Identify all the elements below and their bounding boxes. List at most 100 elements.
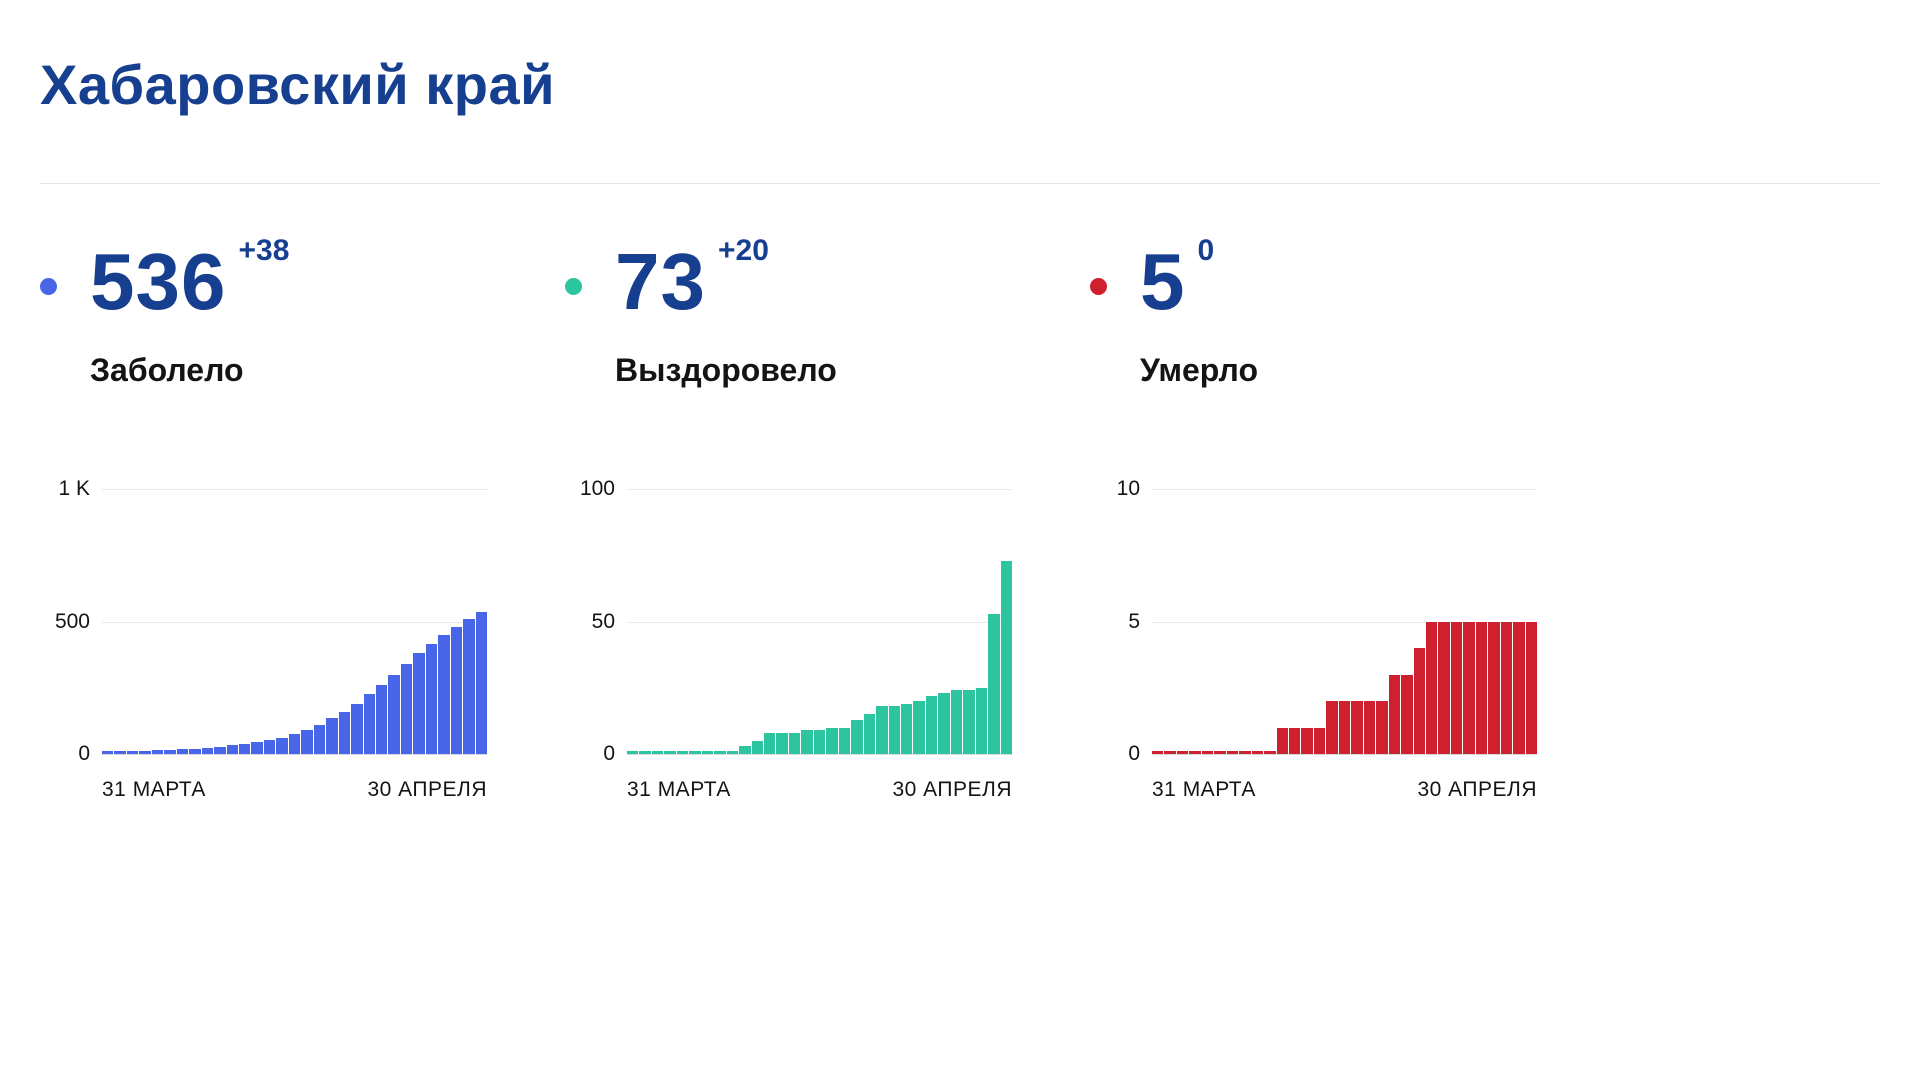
bar [226, 745, 238, 754]
stat-value-row: 73 +20 [615, 234, 837, 326]
gridline [102, 489, 487, 490]
bar [788, 732, 801, 754]
plot-area [102, 489, 488, 755]
bar [888, 706, 900, 754]
gridline [1152, 489, 1537, 490]
infected-delta: +38 [238, 234, 290, 267]
plot-area [1152, 489, 1538, 755]
gridline [627, 621, 1012, 623]
bar [1201, 751, 1214, 754]
bar [263, 740, 276, 754]
bar [1152, 751, 1164, 754]
bar [363, 694, 375, 754]
infected-dot-icon [40, 278, 57, 295]
y-tick-mid: 50 [591, 609, 615, 633]
bar [1500, 621, 1513, 754]
bar [1513, 621, 1525, 754]
bar [1214, 751, 1226, 754]
stats-row: 536 +38 Заболело 73 +20 Выздоровело 5 [40, 234, 1880, 389]
bar [1525, 621, 1538, 754]
infected-value: 536 [90, 237, 227, 326]
bar [1425, 621, 1438, 754]
bar [975, 687, 988, 754]
x-start-label: 31 МАРТА [102, 778, 206, 801]
bar [288, 734, 301, 754]
bar [251, 742, 263, 754]
bar [1226, 751, 1239, 754]
recovered-label: Выздоровело [615, 352, 837, 388]
bar [1376, 701, 1388, 754]
chart-inner: 100 50 0 [565, 477, 1090, 765]
chart-inner: 10 5 0 [1090, 477, 1615, 765]
x-axis-labels: 31 МАРТА 30 АПРЕЛЯ [1152, 778, 1537, 802]
y-tick-max: 100 [579, 477, 615, 500]
bar [126, 750, 139, 754]
bar [438, 634, 450, 754]
bar [1388, 674, 1401, 754]
bar [1401, 674, 1413, 754]
died-delta: 0 [1197, 234, 1215, 267]
x-end-label: 30 АПРЕЛЯ [1417, 778, 1537, 801]
bar [651, 751, 664, 754]
x-axis-labels: 31 МАРТА 30 АПРЕЛЯ [627, 778, 1012, 802]
bar [425, 644, 438, 754]
bar [176, 749, 189, 754]
recovered-delta: +20 [717, 234, 769, 267]
x-start-label: 31 МАРТА [627, 778, 731, 801]
bar [1288, 727, 1301, 754]
bar [1413, 648, 1425, 754]
bar [938, 693, 950, 754]
bar [400, 663, 413, 754]
bar [1251, 751, 1264, 754]
bar [676, 751, 689, 754]
axis-baseline [102, 754, 487, 755]
y-tick-zero: 0 [78, 742, 90, 765]
bar [1239, 751, 1251, 754]
died-chart: 10 5 0 31 МАРТА 30 АПРЕЛЯ [1090, 477, 1615, 802]
bar [1338, 701, 1351, 754]
bar [776, 732, 788, 754]
stat-infected: 536 +38 Заболело [40, 234, 565, 389]
bar [1276, 727, 1288, 754]
died-value: 5 [1140, 237, 1186, 326]
bar [950, 690, 963, 754]
stat-value-row: 536 +38 [90, 234, 289, 326]
bar [1475, 621, 1488, 754]
recovered-dot-icon [565, 278, 582, 295]
bars [627, 489, 1013, 754]
x-end-label: 30 АПРЕЛЯ [367, 778, 487, 801]
bar [388, 674, 400, 754]
bar [1450, 621, 1463, 754]
page-title: Хабаровский край [40, 53, 556, 116]
axis-baseline [1152, 754, 1537, 755]
gridline [102, 621, 487, 623]
infected-chart: 1 K 500 0 31 МАРТА 30 АПРЕЛЯ [40, 477, 565, 802]
bars [1152, 489, 1538, 754]
gridline [627, 489, 1012, 490]
bar [900, 703, 913, 754]
bar [450, 626, 463, 754]
bar [1313, 727, 1326, 754]
bar [164, 749, 176, 754]
bar [1363, 701, 1376, 754]
bar [876, 706, 888, 754]
bar [1438, 621, 1450, 754]
bar [689, 751, 701, 754]
divider [40, 183, 1880, 184]
infected-label: Заболело [90, 352, 244, 388]
stat-recovered: 73 +20 Выздоровело [565, 234, 1090, 389]
bar [338, 711, 351, 754]
recovered-value: 73 [615, 237, 706, 326]
stat-died: 5 0 Умерло [1090, 234, 1615, 389]
stat-body: 73 +20 Выздоровело [615, 234, 837, 389]
bar [351, 703, 363, 754]
bar [313, 724, 326, 754]
y-tick-mid: 500 [54, 609, 90, 633]
bar [326, 718, 338, 754]
gridline [1152, 621, 1537, 623]
covid-region-dashboard: Хабаровский край 536 +38 Заболело 73 +20… [40, 53, 1880, 802]
bar [739, 746, 751, 754]
bar [114, 751, 126, 754]
bar [913, 701, 925, 754]
bar [151, 750, 164, 754]
